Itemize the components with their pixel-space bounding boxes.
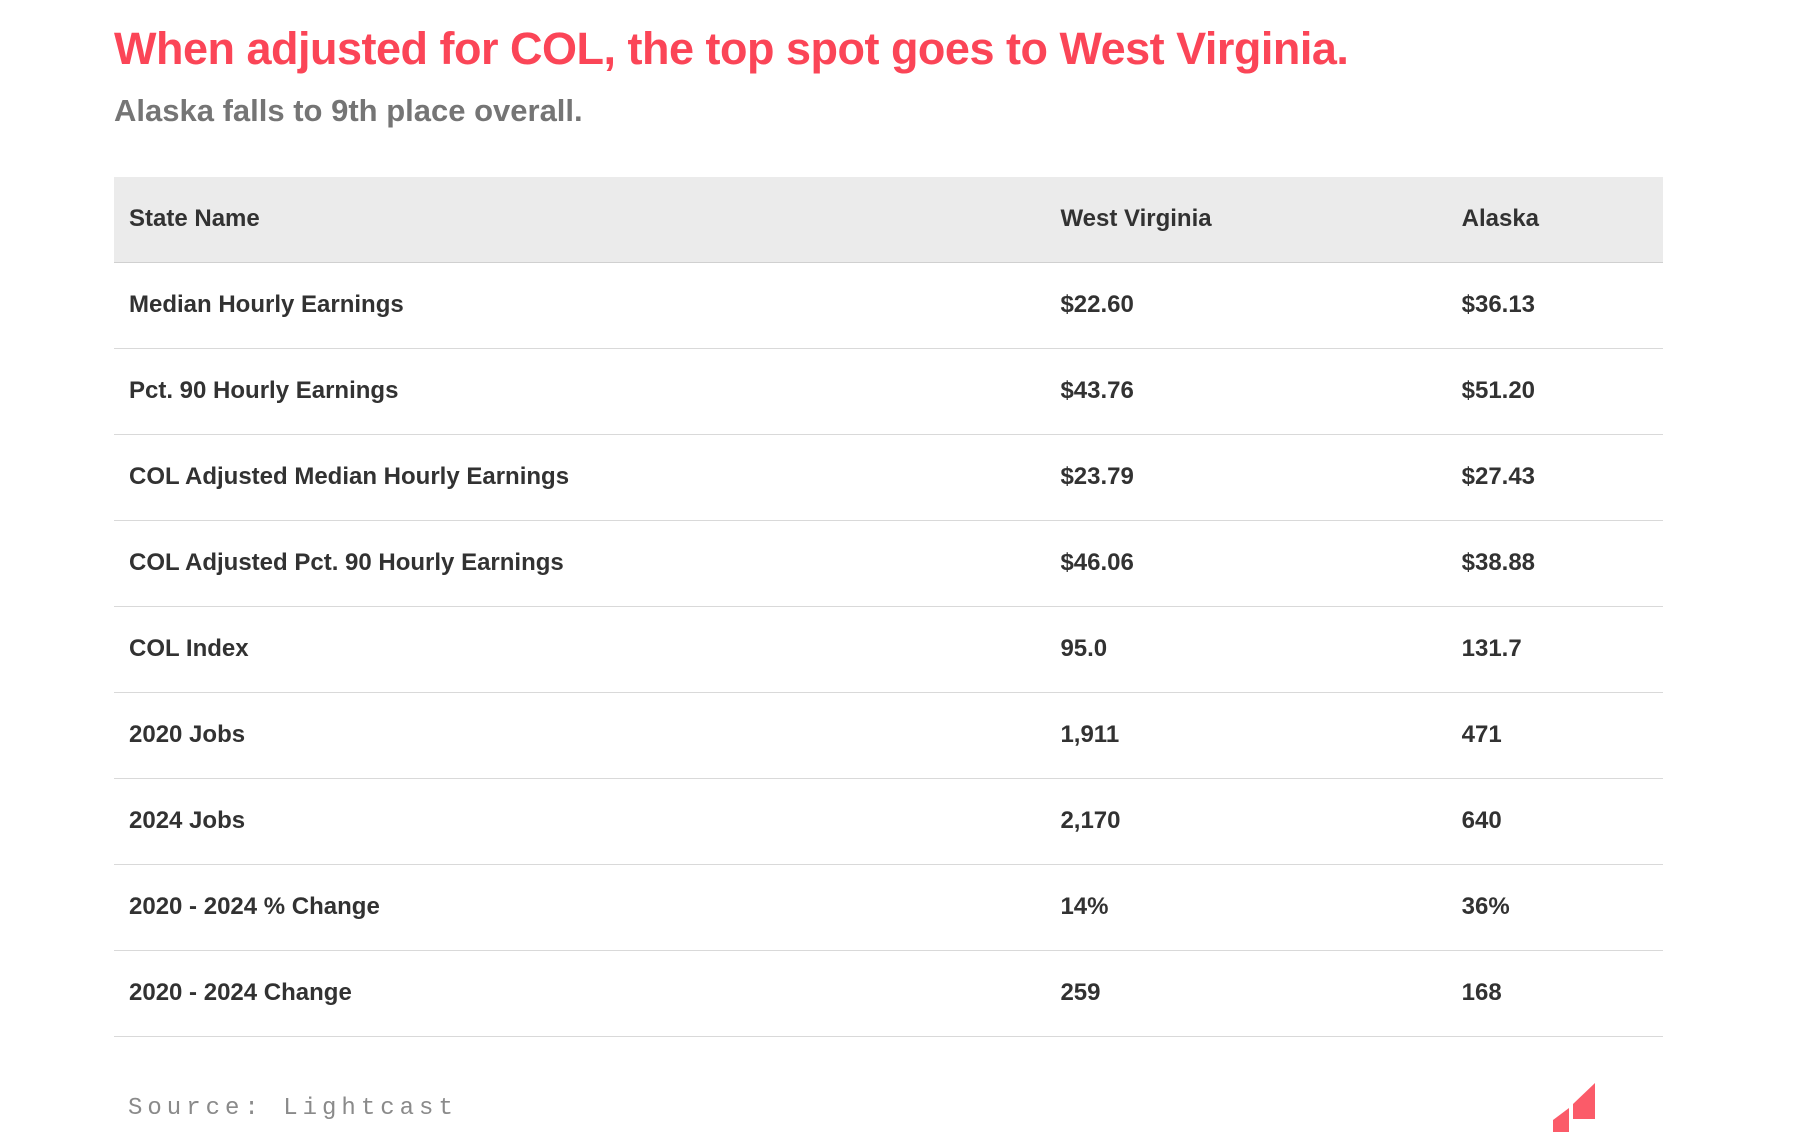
cell-west-virginia: 259 (1060, 979, 1101, 1007)
column-header-alaska: Alaska (1461, 205, 1540, 233)
lightcast-logo-icon (1553, 1082, 1595, 1132)
row-label: Pct. 90 Hourly Earnings (129, 377, 399, 405)
row-label: 2020 Jobs (129, 721, 246, 749)
table-row: 2020 - 2024 % Change 14% 36% (114, 865, 1663, 951)
table-row: 2024 Jobs 2,170 640 (114, 779, 1663, 865)
row-label: 2020 - 2024 % Change (129, 893, 380, 921)
table-row: COL Adjusted Pct. 90 Hourly Earnings $46… (114, 521, 1663, 607)
cell-west-virginia: $22.60 (1060, 291, 1134, 319)
cell-west-virginia: $23.79 (1060, 463, 1134, 491)
table-row: Pct. 90 Hourly Earnings $43.76 $51.20 (114, 349, 1663, 435)
row-label: COL Adjusted Pct. 90 Hourly Earnings (129, 549, 564, 577)
cell-west-virginia: $46.06 (1060, 549, 1134, 577)
cell-alaska: $51.20 (1461, 377, 1536, 405)
cell-alaska: 640 (1461, 807, 1502, 835)
cell-alaska: 131.7 (1461, 635, 1522, 663)
cell-west-virginia: $43.76 (1060, 377, 1134, 405)
cell-west-virginia: 14% (1060, 893, 1109, 921)
table-header-row: State Name West Virginia Alaska (114, 176, 1663, 263)
column-header-state-name: State Name (129, 205, 260, 233)
column-header-west-virginia: West Virginia (1060, 205, 1212, 233)
cell-west-virginia: 2,170 (1060, 807, 1121, 835)
chart-footer: Source: Lightcast (114, 1079, 1663, 1139)
cell-alaska: 36% (1461, 893, 1510, 921)
cell-alaska: $27.43 (1461, 463, 1536, 491)
cell-alaska: $36.13 (1461, 291, 1536, 319)
row-label: COL Index (129, 635, 249, 663)
source-attribution: Source: Lightcast (128, 1095, 458, 1123)
table-row: Median Hourly Earnings $22.60 $36.13 (114, 263, 1663, 349)
row-label: Median Hourly Earnings (129, 291, 404, 319)
table-row: 2020 Jobs 1,911 471 (114, 693, 1663, 779)
row-label: 2020 - 2024 Change (129, 979, 352, 1007)
infographic: When adjusted for COL, the top spot goes… (114, 0, 1663, 1139)
chart-subtitle: Alaska falls to 9th place overall. (114, 93, 583, 128)
row-label: 2024 Jobs (129, 807, 246, 835)
cell-alaska: 168 (1461, 979, 1502, 1007)
table-row: COL Adjusted Median Hourly Earnings $23.… (114, 435, 1663, 521)
row-label: COL Adjusted Median Hourly Earnings (129, 463, 570, 491)
cell-west-virginia: 95.0 (1060, 635, 1108, 663)
table-row: COL Index 95.0 131.7 (114, 607, 1663, 693)
comparison-table: State Name West Virginia Alaska Median H… (114, 176, 1663, 1037)
cell-alaska: $38.88 (1461, 549, 1536, 577)
table-row: 2020 - 2024 Change 259 168 (114, 951, 1663, 1037)
cell-alaska: 471 (1461, 721, 1502, 749)
cell-west-virginia: 1,911 (1060, 721, 1120, 749)
chart-title: When adjusted for COL, the top spot goes… (114, 23, 1349, 74)
